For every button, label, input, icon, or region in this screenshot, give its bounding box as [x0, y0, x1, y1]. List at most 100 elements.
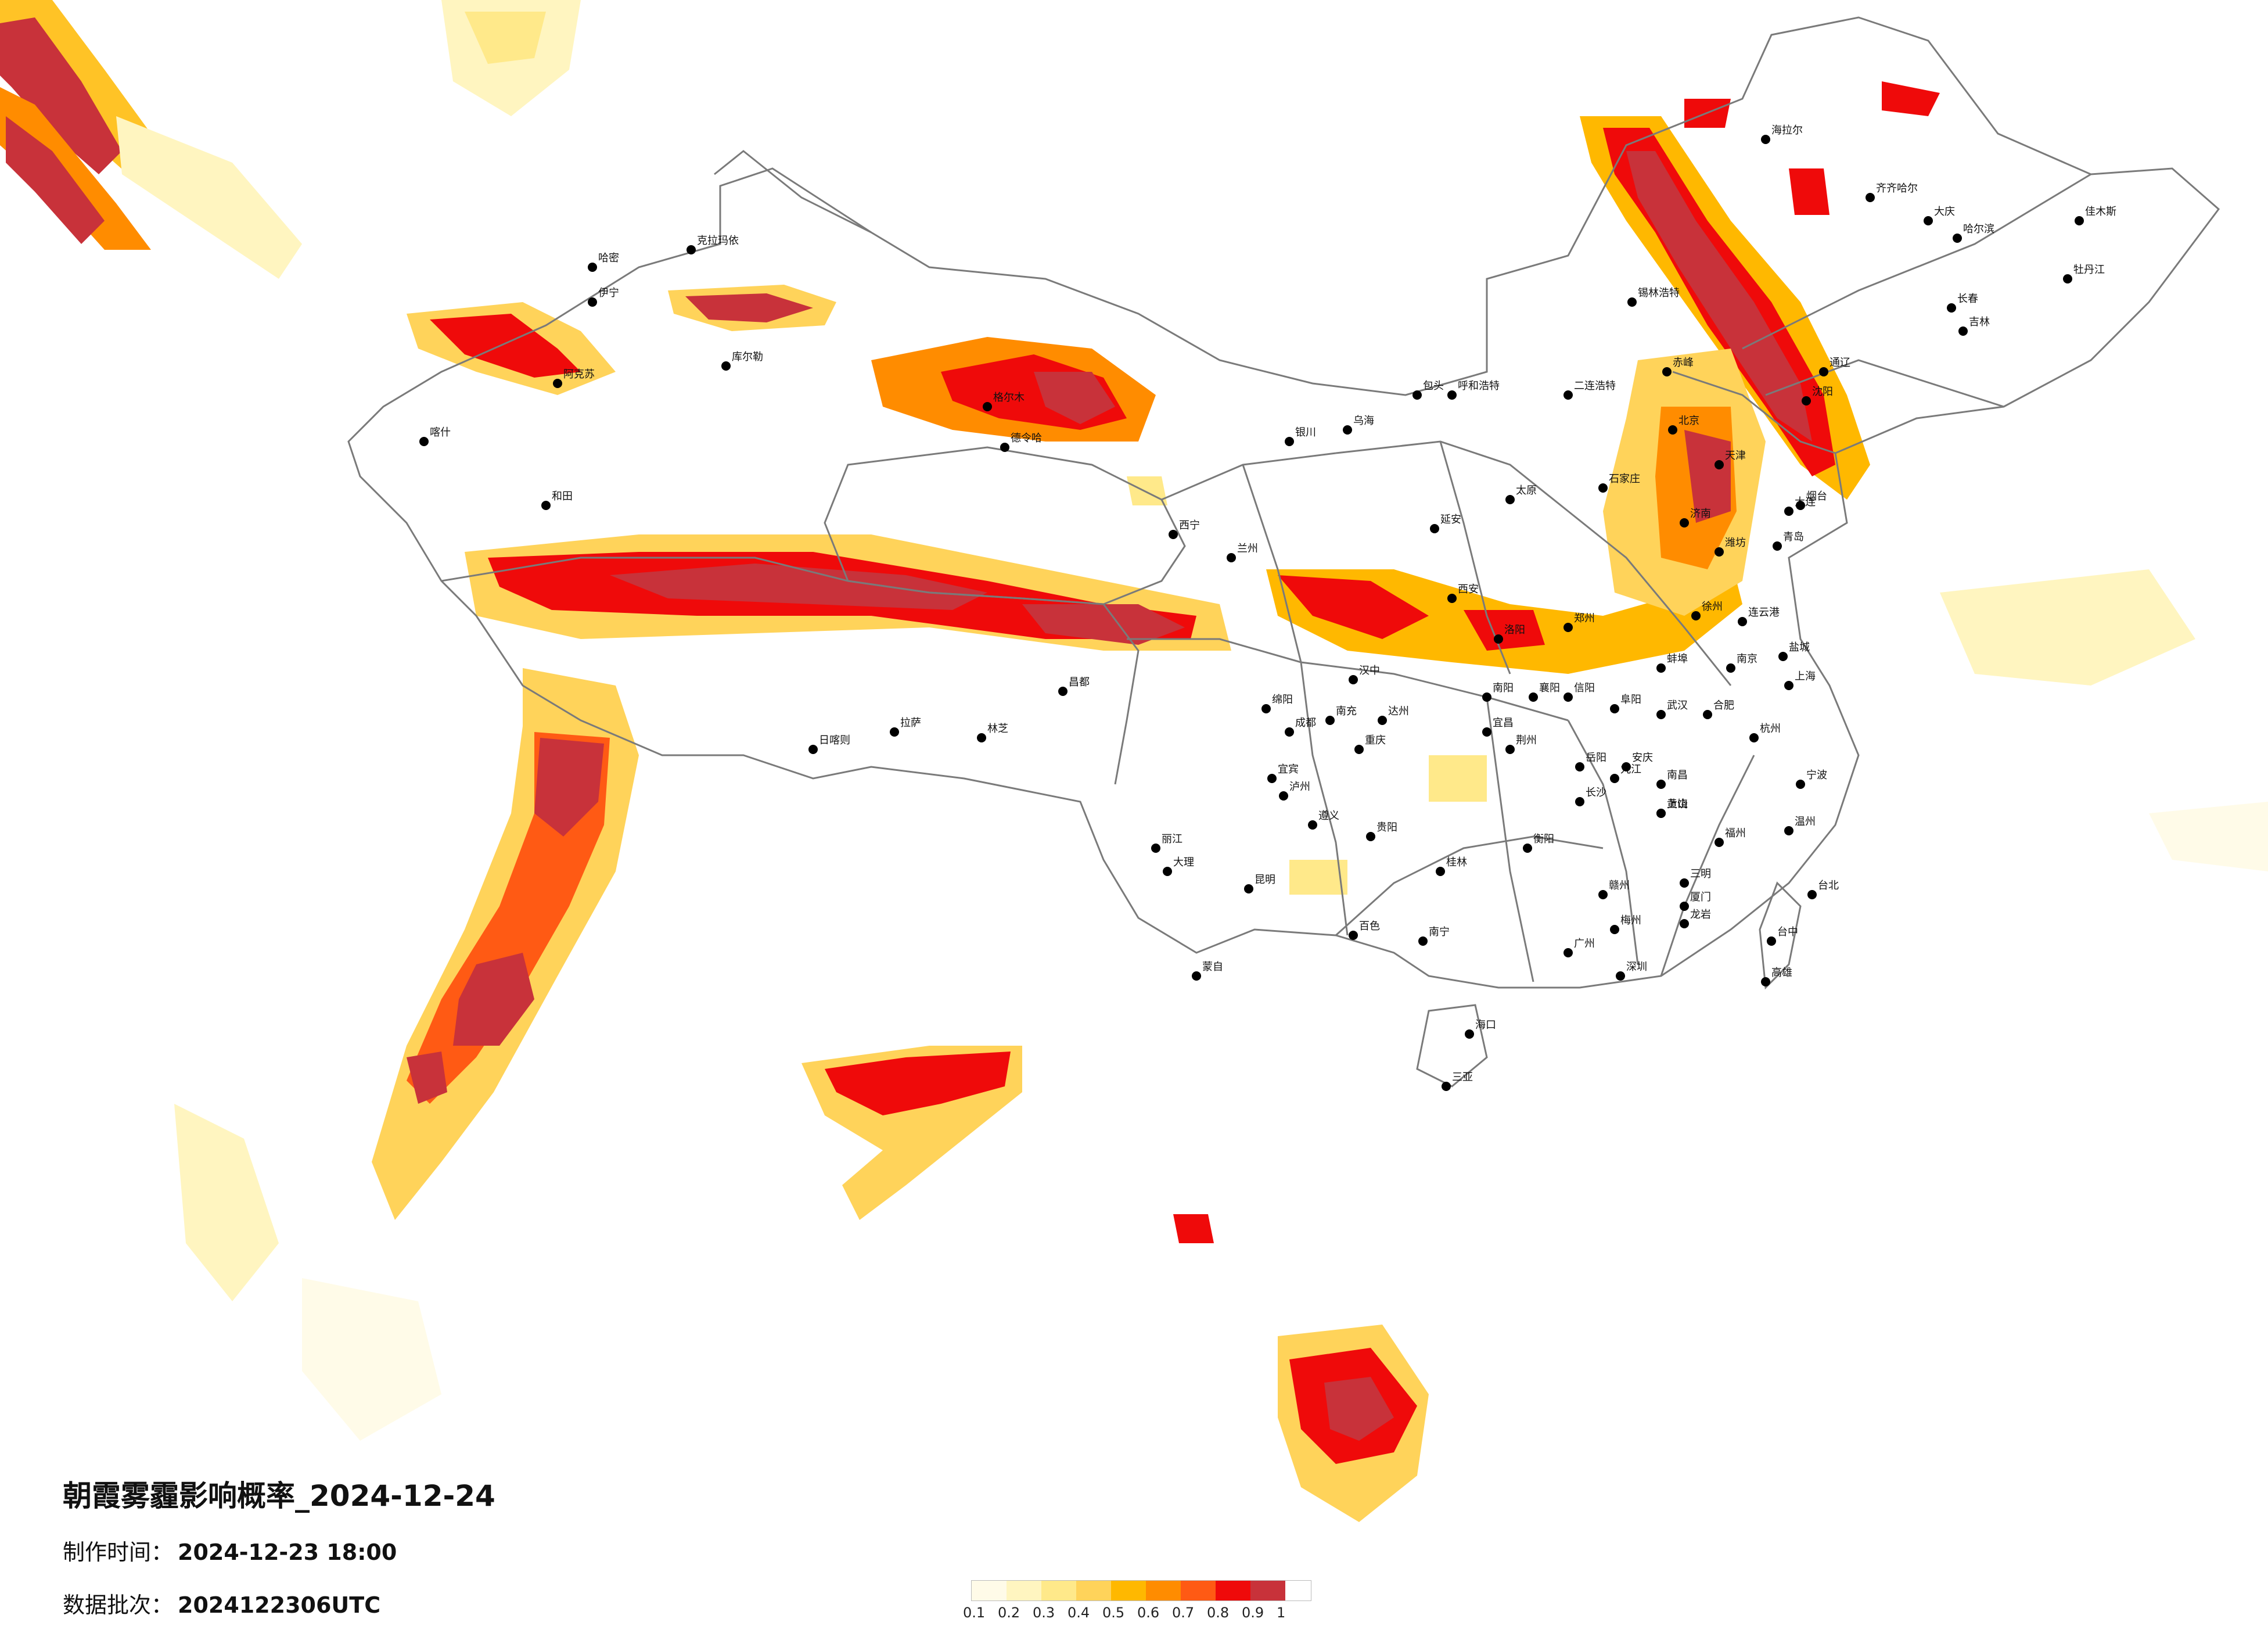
city-marker: 石家庄: [1598, 473, 1640, 493]
city-dot: [1656, 780, 1666, 789]
border-layer: [347, 16, 2220, 1088]
city-dot: [721, 361, 731, 371]
city-label: 赣州: [1609, 880, 1630, 892]
city-label: 遵义: [1318, 810, 1339, 822]
haze-region: [1324, 1377, 1394, 1441]
city-dot: [1412, 390, 1422, 400]
city-dot: [1726, 663, 1735, 673]
city-dot: [1749, 733, 1759, 742]
city-marker: 遵义: [1308, 810, 1339, 830]
haze-region: [1789, 168, 1830, 215]
city-label: 贵阳: [1376, 821, 1397, 834]
city-dot: [1000, 443, 1009, 452]
legend-bar: [971, 1580, 1311, 1601]
city-marker: 济南: [1680, 508, 1711, 527]
haze-region: [685, 293, 813, 322]
city-dot: [1778, 652, 1788, 661]
city-marker: 安庆: [1622, 752, 1653, 771]
city-label: 三亚: [1452, 1071, 1473, 1083]
city-label: 衡阳: [1533, 833, 1554, 845]
legend-tick: 1: [1277, 1605, 1286, 1621]
city-marker: 喀什: [419, 426, 451, 446]
city-label: 石家庄: [1609, 473, 1640, 485]
city-label: 牡丹江: [2073, 264, 2105, 276]
city-dot: [1610, 704, 1619, 713]
city-dot: [1563, 692, 1573, 702]
province-border: [1486, 697, 1534, 982]
legend-tick: 0.7: [1172, 1605, 1195, 1621]
city-marker: 赣州: [1598, 880, 1630, 899]
city-dot: [1482, 727, 1491, 737]
city-label: 大理: [1173, 856, 1194, 869]
city-marker: 昌都: [1058, 676, 1090, 696]
city-marker: 银川: [1285, 426, 1316, 446]
city-marker: 昆明: [1244, 874, 1275, 893]
city-dot: [1575, 762, 1584, 771]
city-dot: [1151, 844, 1160, 853]
city-dot: [1796, 501, 1805, 510]
data-batch-value: 2024122306UTC: [178, 1592, 381, 1618]
city-dot: [1715, 547, 1724, 557]
city-label: 延安: [1440, 514, 1461, 526]
city-dot: [1715, 460, 1724, 469]
city-label: 长春: [1957, 293, 1978, 305]
city-label: 洛阳: [1504, 624, 1525, 636]
city-label: 大庆: [1934, 206, 1955, 218]
city-dot: [1482, 692, 1491, 702]
city-dot: [1523, 844, 1532, 853]
city-label: 阿克苏: [563, 368, 595, 381]
province-border: [824, 446, 1186, 605]
city-marker: 重庆: [1354, 734, 1386, 754]
province-border: [1439, 441, 1511, 674]
city-label: 厦门: [1690, 891, 1711, 903]
city-label: 佳木斯: [2085, 206, 2116, 218]
haze-region: [1882, 81, 1940, 116]
city-dot: [1447, 390, 1457, 400]
province-border: [441, 557, 1140, 785]
city-marker: 杭州: [1749, 723, 1781, 742]
city-dot: [1442, 1082, 1451, 1091]
city-marker: 格尔木: [983, 392, 1025, 411]
city-label: 百色: [1359, 920, 1380, 932]
city-label: 台北: [1818, 880, 1839, 892]
city-marker: 岳阳: [1575, 752, 1606, 771]
city-dot: [1761, 135, 1770, 144]
city-dot: [1796, 780, 1805, 789]
city-marker: 福州: [1715, 827, 1746, 847]
city-label: 天津: [1725, 450, 1746, 462]
city-label: 喀什: [430, 426, 451, 439]
city-label: 安庆: [1632, 752, 1653, 764]
city-marker: 西宁: [1169, 519, 1200, 539]
city-label: 丽江: [1162, 833, 1182, 845]
city-marker: 合肥: [1703, 699, 1734, 719]
city-marker: 二连浩特: [1563, 380, 1616, 400]
city-marker: 阿克苏: [553, 368, 595, 388]
city-dot: [1598, 483, 1608, 493]
city-label: 上饶: [1667, 798, 1688, 810]
city-dot: [1279, 791, 1288, 801]
city-marker: 沈阳: [1802, 386, 1833, 405]
city-dot: [1563, 390, 1573, 400]
city-dot: [1610, 774, 1619, 783]
haze-region: [6, 116, 105, 244]
city-label: 重庆: [1365, 734, 1386, 747]
legend-tick: 0.2: [998, 1605, 1020, 1621]
city-marker: 南京: [1726, 653, 1757, 673]
city-marker: 锡林浩特: [1627, 287, 1680, 307]
city-marker: 和田: [541, 490, 573, 510]
city-dot: [1668, 425, 1677, 435]
city-dot: [1192, 971, 1201, 981]
city-label: 青岛: [1783, 531, 1804, 543]
province-border: [1300, 662, 1349, 936]
haze-region: [1127, 476, 1167, 505]
city-label: 和田: [552, 490, 573, 503]
city-marker: 大理: [1163, 856, 1194, 876]
city-dot: [1436, 867, 1445, 876]
haze-region: [610, 564, 987, 610]
probability-layer: [0, 0, 2268, 1522]
city-label: 南充: [1336, 705, 1357, 717]
city-dot: [1656, 710, 1666, 719]
city-marker: 百色: [1349, 920, 1380, 940]
city-dot: [977, 733, 986, 742]
city-dot: [2075, 216, 2084, 225]
